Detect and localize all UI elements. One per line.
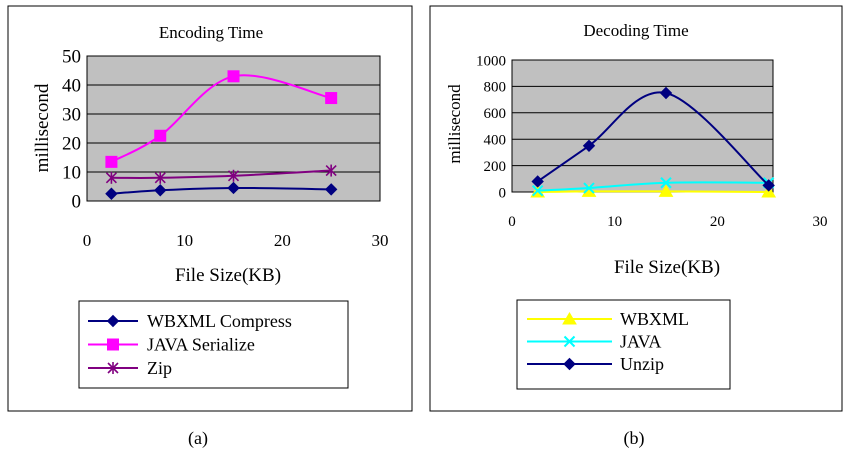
data-point (582, 139, 596, 153)
data-point (227, 70, 240, 83)
y-tick-label: 20 (62, 134, 81, 155)
panel-a-ylabel: millisecond (32, 83, 53, 172)
data-point (324, 183, 338, 196)
x-tick-label: 10 (176, 231, 193, 250)
panel-a: Encoding Time 0 10 20 30 40 50 0 10 20 30 millise… (7, 5, 413, 449)
series-line (537, 190, 769, 193)
data-point (531, 184, 544, 197)
y-tick-label: 600 (484, 106, 507, 122)
panel-a-plot: 0 10 20 30 40 50 0 10 20 30 (62, 47, 389, 250)
legend-marker (107, 362, 119, 374)
x-tick-label: 0 (83, 231, 92, 250)
data-point (154, 171, 166, 184)
panel-b-legend-box (516, 299, 731, 390)
data-point (154, 129, 167, 142)
legend-marker (563, 357, 576, 371)
legend-marker (106, 314, 120, 328)
data-point (154, 184, 167, 197)
data-point (658, 184, 674, 197)
legend-marker (563, 335, 576, 348)
y-tick-label: 40 (62, 76, 81, 97)
panel-a-caption: (a) (188, 428, 208, 449)
data-point (325, 164, 337, 177)
panel-a-title: Encoding Time (159, 23, 263, 42)
data-point (762, 179, 775, 192)
data-point (105, 155, 118, 168)
y-tick-label: 200 (484, 159, 507, 175)
data-point-stroke (531, 184, 544, 197)
legend-marker (107, 338, 119, 351)
panel-b-plot: 0 200 400 600 800 1000 0 10 20 30 (476, 53, 828, 230)
panel-a-legend: WBXML Compress JAVA Serialize Zip (78, 300, 349, 389)
data-point-stroke (583, 182, 595, 194)
x-tick-label: 30 (372, 231, 389, 250)
panel-a-legend-entries: WBXML Compress JAVA Serialize Zip (88, 311, 292, 378)
data-point (227, 181, 240, 195)
y-tick-label: 10 (62, 163, 81, 184)
data-point (105, 171, 117, 184)
panel-b-caption: (b) (624, 428, 645, 449)
x-tick-label: 10 (607, 214, 622, 230)
legend-label: Zip (147, 358, 172, 378)
data-point (660, 177, 672, 189)
x-tick-label: 20 (710, 214, 725, 230)
series-line (537, 91, 770, 187)
y-tick-label: 0 (499, 185, 507, 201)
x-tick-label: 20 (274, 231, 291, 250)
panel-b-ylabel: millisecond (445, 84, 464, 164)
legend-marker-stroke (563, 335, 576, 348)
data-point (105, 187, 118, 200)
legend-label: JAVA (620, 332, 661, 352)
legend-label: WBXML (620, 309, 689, 329)
data-point (531, 175, 544, 188)
panel-b-title: Decoding Time (583, 21, 688, 40)
x-tick-label: 30 (813, 214, 828, 230)
series-line (111, 186, 332, 195)
x-tick-label: 0 (508, 214, 516, 230)
y-tick-label: 400 (484, 132, 507, 148)
series-line (111, 169, 332, 179)
legend-marker (562, 312, 577, 325)
y-tick-label: 30 (62, 105, 81, 126)
y-tick-label: 800 (484, 80, 507, 96)
data-point (325, 92, 338, 105)
legend-label: JAVA Serialize (147, 335, 255, 355)
legend-label: WBXML Compress (147, 311, 292, 331)
data-point (227, 169, 240, 182)
legend-label: Unzip (620, 354, 664, 374)
data-point (659, 86, 673, 100)
data-point-stroke (660, 177, 672, 189)
panel-a-xlabel: File Size(KB) (175, 265, 281, 286)
series-line (537, 181, 769, 192)
y-tick-label: 0 (72, 192, 82, 213)
data-point (583, 182, 595, 194)
panel-b: Decoding Time 0 200 400 600 800 1000 0 10 20 30 m… (429, 5, 843, 449)
y-tick-label: 50 (62, 47, 81, 68)
series-line (110, 74, 332, 163)
panel-b-xlabel: File Size(KB) (614, 257, 720, 278)
y-tick-label: 1000 (476, 53, 506, 69)
